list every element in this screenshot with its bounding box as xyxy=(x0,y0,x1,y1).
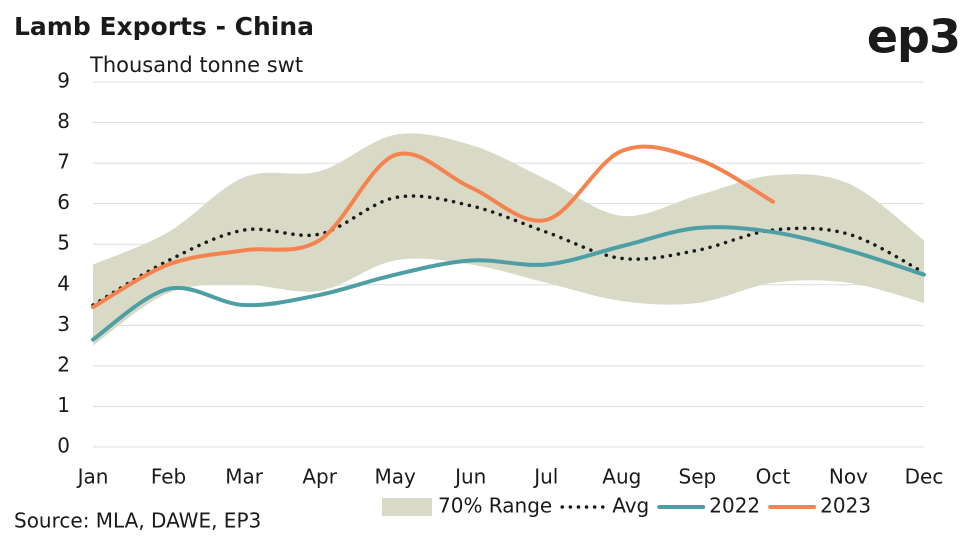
series-line xyxy=(91,225,926,342)
legend-swatch xyxy=(382,498,432,516)
legend-label: 2023 xyxy=(820,494,871,518)
x-tick-label: Sep xyxy=(679,465,717,489)
y-tick-label: 6 xyxy=(57,190,70,214)
x-tick-label: Nov xyxy=(829,465,868,489)
legend-label: Avg xyxy=(612,494,649,518)
y-tick-label: 9 xyxy=(57,69,70,93)
x-tick-label: Oct xyxy=(756,465,791,489)
x-tick-label: Aug xyxy=(602,465,641,489)
y-tick-label: 8 xyxy=(57,109,70,133)
x-tick-label: Feb xyxy=(151,465,186,489)
x-tick-label: May xyxy=(375,465,417,489)
y-tick-label: 4 xyxy=(57,271,70,295)
chart-title: Lamb Exports - China xyxy=(14,12,314,41)
x-tick-label: Dec xyxy=(905,465,944,489)
legend-label: 70% Range xyxy=(438,494,552,518)
y-axis-label: Thousand tonne swt xyxy=(89,53,303,77)
y-tick-label: 7 xyxy=(57,150,70,174)
y-tick-label: 5 xyxy=(57,231,70,255)
series-line xyxy=(91,194,926,307)
series-line xyxy=(91,144,775,310)
x-tick-label: Mar xyxy=(225,465,264,489)
legend-label: 2022 xyxy=(709,494,760,518)
x-tick-label: Apr xyxy=(302,465,337,489)
range-band xyxy=(93,133,924,346)
x-tick-label: Jan xyxy=(76,465,109,489)
y-tick-label: 3 xyxy=(57,312,70,336)
logo: ep3 xyxy=(867,10,960,64)
source: Source: MLA, DAWE, EP3 xyxy=(14,509,261,533)
y-tick-label: 1 xyxy=(57,393,70,417)
y-tick-label: 0 xyxy=(57,434,70,458)
y-tick-label: 2 xyxy=(57,352,70,376)
x-tick-label: Jul xyxy=(532,465,558,489)
x-tick-label: Jun xyxy=(453,465,486,489)
